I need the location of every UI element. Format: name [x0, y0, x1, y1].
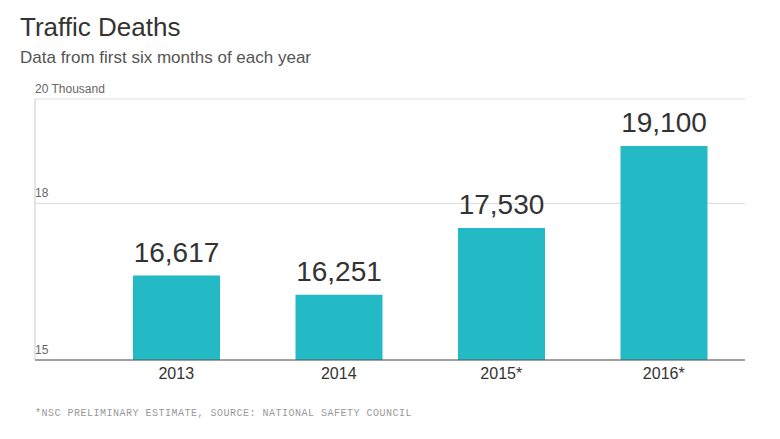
svg-text:16,251: 16,251: [296, 256, 382, 287]
svg-text:19,100: 19,100: [621, 107, 707, 138]
svg-text:18: 18: [35, 186, 49, 200]
svg-text:17,530: 17,530: [459, 189, 545, 220]
svg-text:2013: 2013: [158, 365, 194, 382]
svg-text:2015*: 2015*: [480, 365, 522, 382]
svg-text:16,617: 16,617: [134, 237, 220, 268]
svg-text:2014: 2014: [321, 365, 357, 382]
svg-text:15: 15: [35, 343, 49, 357]
svg-text:20 Thousand: 20 Thousand: [35, 82, 105, 96]
html-text:*NSC PRELIMINARY ESTIMATE, SOU: *NSC PRELIMINARY ESTIMATE, SOURCE: NATIO…: [35, 408, 413, 419]
html-text:Traffic Deaths: Traffic Deaths: [20, 12, 181, 42]
html-text:Data from first six months of: Data from first six months of each year: [20, 48, 311, 67]
svg-text:2016*: 2016*: [643, 365, 685, 382]
